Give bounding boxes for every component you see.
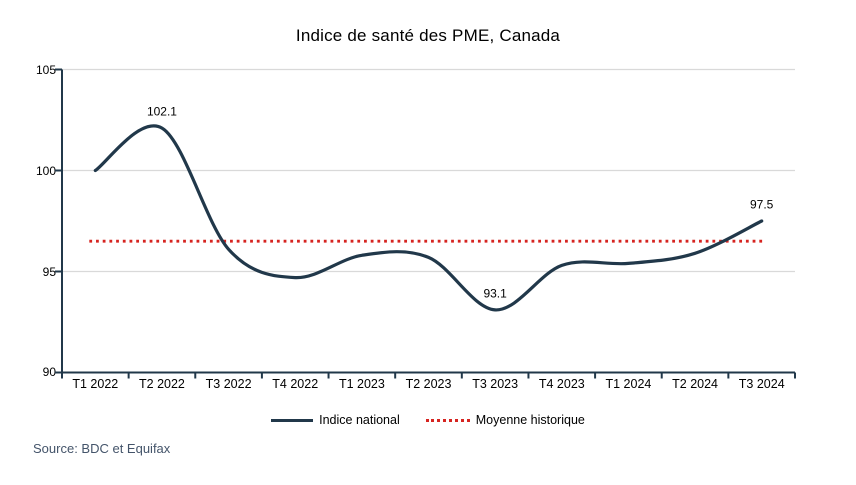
x-axis-tick-label: T1 2023	[338, 377, 385, 391]
x-axis-labels: T1 2022 T2 2022 T3 2022 T4 2022 T1 2023 …	[62, 377, 795, 391]
data-label-last: 97.5	[750, 198, 774, 212]
legend-label: Moyenne historique	[475, 413, 585, 427]
x-axis-tick-label: T3 2022	[205, 377, 252, 391]
x-axis-tick-label: T2 2024	[672, 377, 719, 391]
y-axis-tick-label: 90	[42, 365, 56, 379]
legend-item-moyenne-historique: Moyenne historique	[425, 413, 585, 427]
data-labels: 102.1 93.1 97.5	[147, 105, 774, 301]
indice-national-line	[93, 124, 764, 312]
legend-label: Indice national	[319, 413, 400, 427]
x-axis-tick-label: T2 2022	[139, 377, 185, 391]
x-axis-tick-label: T3 2024	[738, 377, 785, 391]
x-axis-tick-label: T4 2022	[272, 377, 319, 391]
data-label-trough: 93.1	[483, 286, 507, 300]
x-axis-tick-label: T3 2023	[472, 377, 519, 391]
x-axis-tick-label: T2 2023	[405, 377, 452, 391]
gridlines	[62, 68, 795, 273]
legend-item-indice-national: Indice national	[271, 413, 400, 427]
source-note: Source: BDC et Equifax	[33, 441, 171, 456]
dotted-line-swatch	[425, 418, 470, 422]
y-axis-tick-label: 105	[35, 63, 56, 77]
axes	[55, 68, 796, 379]
legend: Indice national Moyenne historique	[0, 409, 856, 431]
chart-title: Indice de santé des PME, Canada	[295, 26, 561, 45]
y-axis-tick-label: 95	[42, 265, 56, 279]
x-axis-tick-label: T1 2022	[72, 377, 119, 391]
data-label-peak: 102.1	[147, 105, 177, 119]
x-axis-tick-label: T1 2024	[605, 377, 652, 391]
solid-line-swatch	[271, 418, 314, 422]
x-axis-tick-label: T4 2023	[538, 377, 585, 391]
y-axis-tick-label: 100	[35, 164, 56, 178]
